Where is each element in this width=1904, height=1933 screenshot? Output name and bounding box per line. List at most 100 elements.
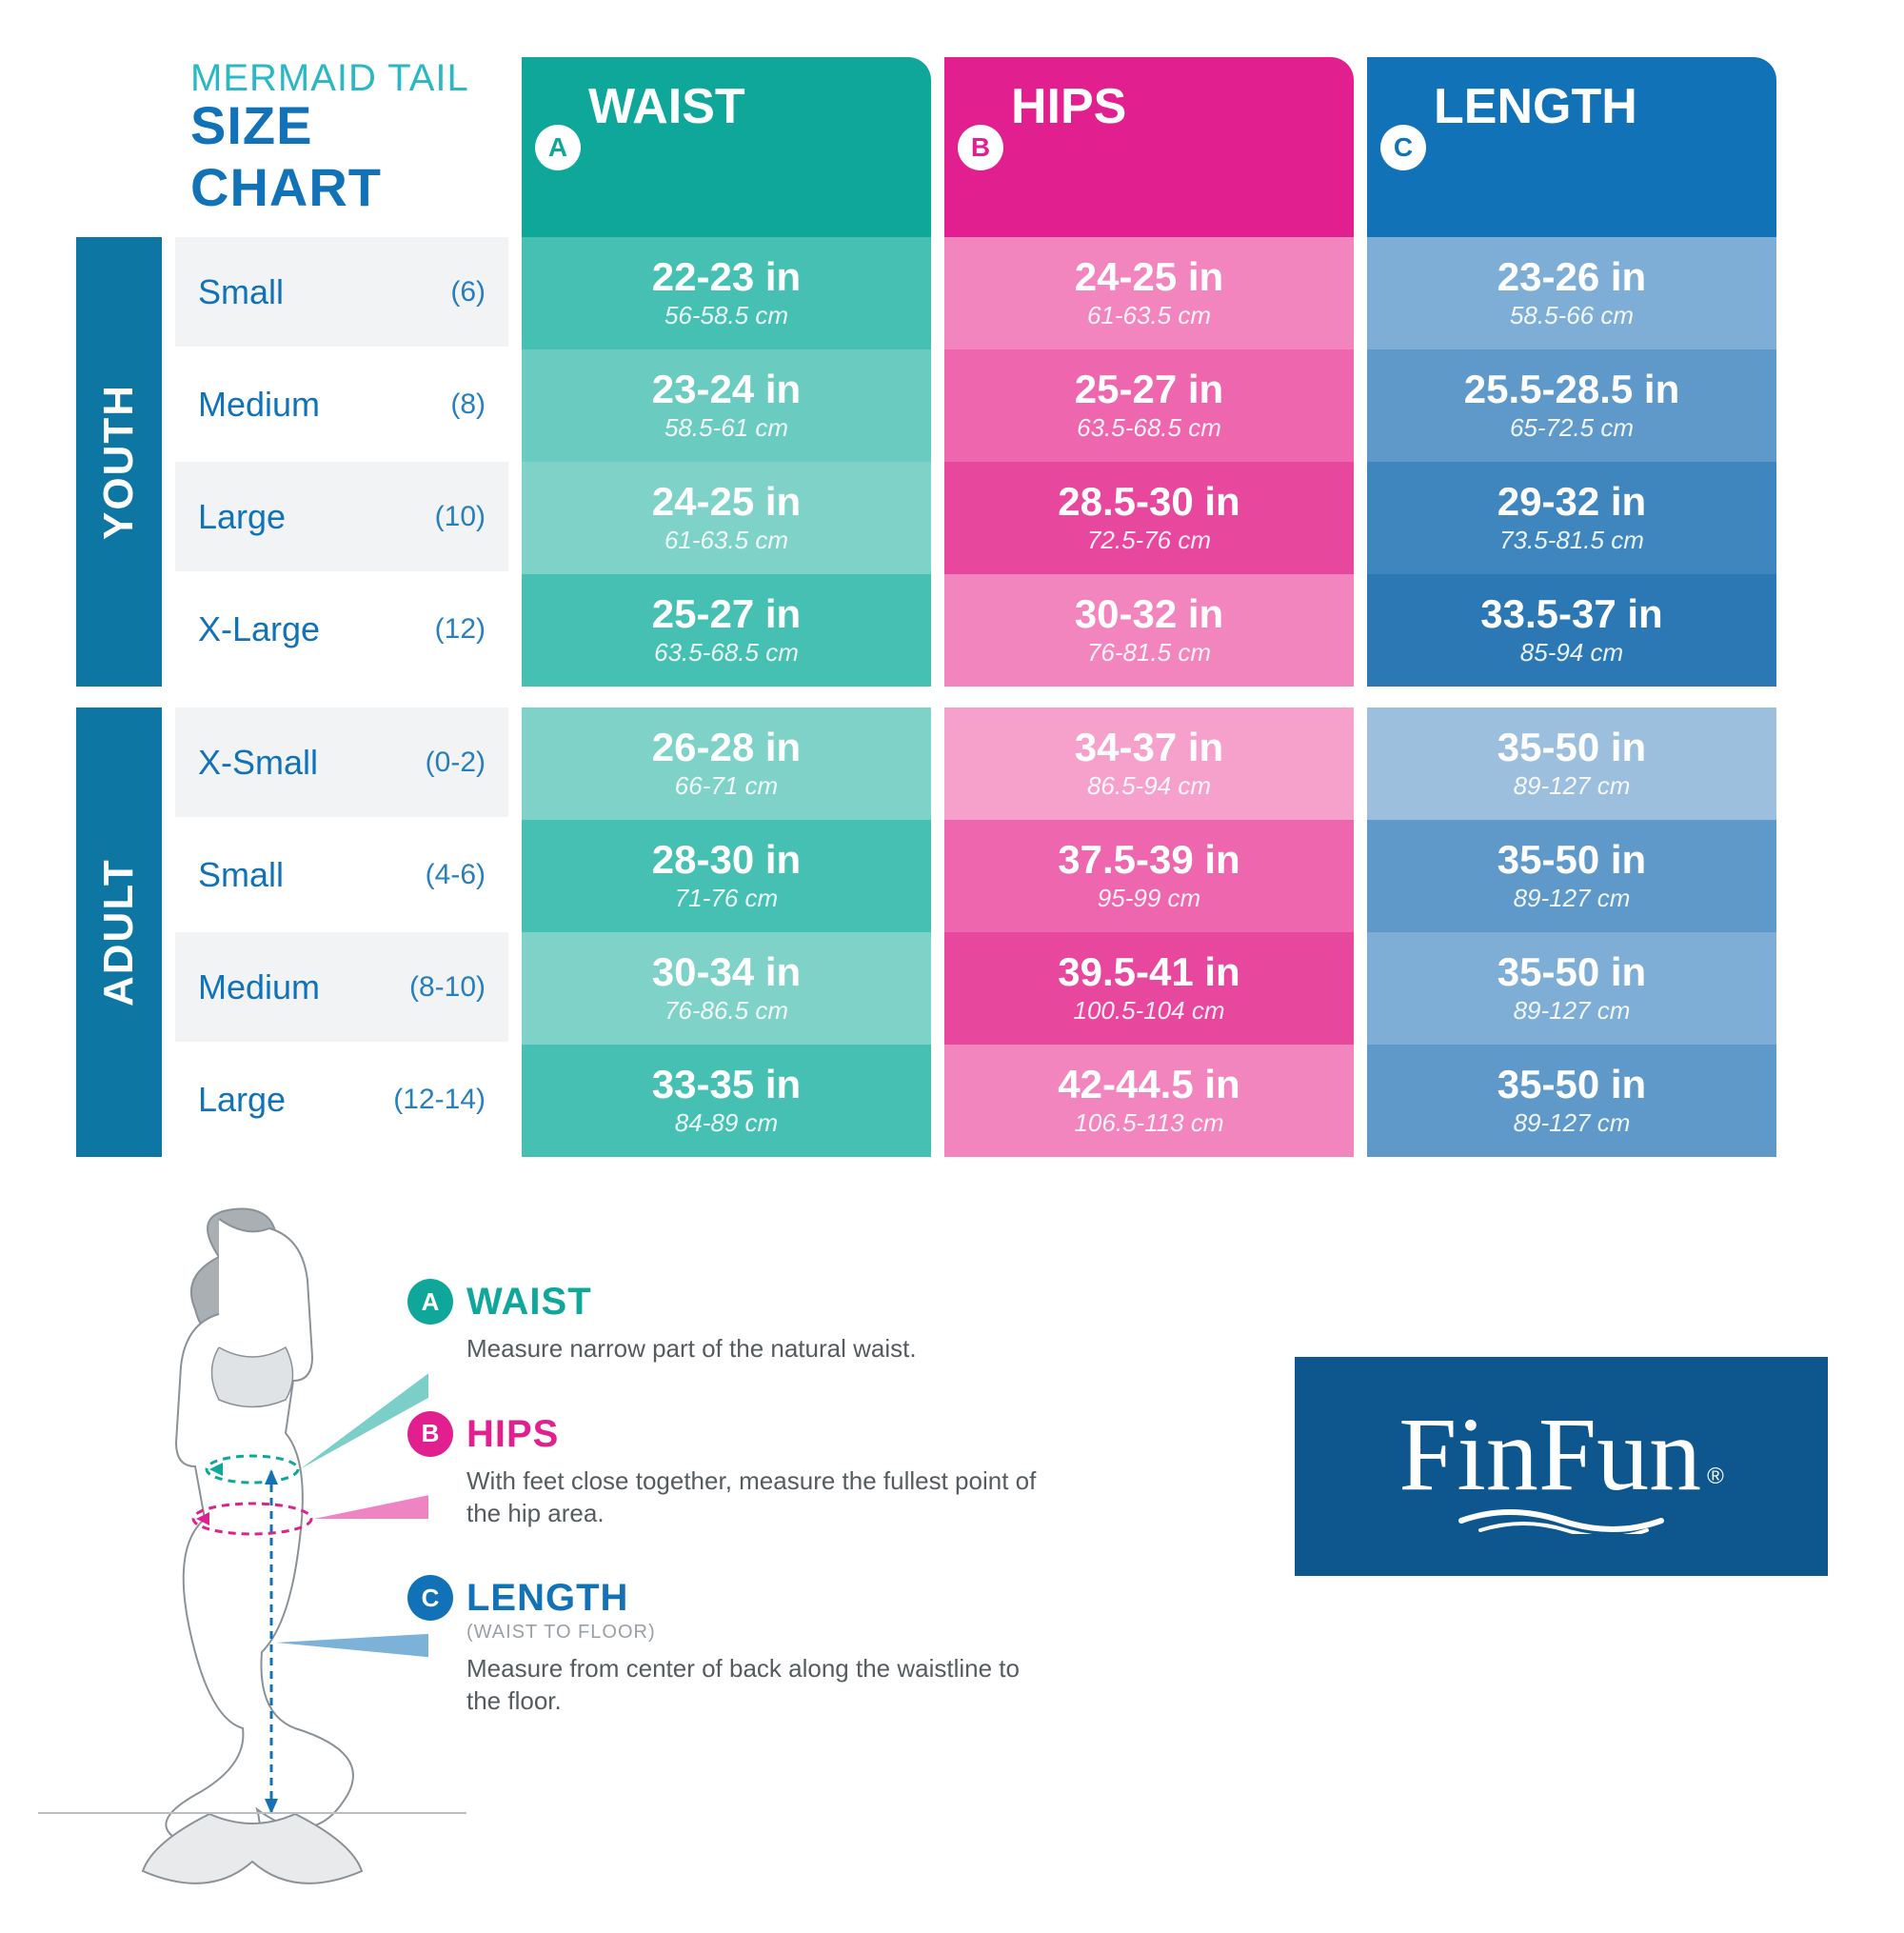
value-inches: 24-25 in [1075, 256, 1223, 298]
column-letter-badge: B [958, 125, 1003, 170]
value-cm: 76-81.5 cm [1087, 638, 1211, 668]
column-header-hips: BHIPS [944, 57, 1354, 237]
guide-item-length: CLENGTH(WAIST TO FLOOR)Measure from cent… [466, 1577, 1828, 1718]
guide-letter-badge: B [407, 1411, 453, 1457]
value-inches: 30-34 in [652, 951, 801, 993]
column-letter-badge: A [535, 125, 581, 170]
value-cm: 106.5-113 cm [1074, 1108, 1223, 1138]
title-line-2: SIZE CHART [190, 94, 489, 218]
value-cm: 63.5-68.5 cm [654, 638, 799, 668]
cell-waist: 30-34 in76-86.5 cm [522, 932, 931, 1045]
size-name: Large [198, 497, 427, 537]
cell-length: 35-50 in89-127 cm [1367, 820, 1776, 932]
size-cell: Small(6) [175, 237, 508, 349]
guide-letter-badge: C [407, 1575, 453, 1621]
size-name: Small [198, 272, 443, 312]
size-number: (12) [435, 613, 486, 646]
cell-waist: 23-24 in58.5-61 cm [522, 349, 931, 462]
size-name: X-Small [198, 743, 418, 783]
category-label-adult: ADULT [76, 707, 162, 1157]
cell-length: 25.5-28.5 in65-72.5 cm [1367, 349, 1776, 462]
cell-length: 33.5-37 in85-94 cm [1367, 574, 1776, 687]
size-chart: MERMAID TAILSIZE CHARTAWAISTBHIPSCLENGTH… [76, 57, 1828, 1157]
cell-waist: 28-30 in71-76 cm [522, 820, 931, 932]
section-gap [76, 687, 1776, 707]
value-inches: 23-24 in [652, 369, 801, 410]
cell-length: 23-26 in 58.5-66 cm [1367, 237, 1776, 349]
value-cm: 65-72.5 cm [1510, 413, 1634, 443]
value-cm: 89-127 cm [1514, 1108, 1631, 1138]
column-header-waist: AWAIST [522, 57, 931, 237]
size-cell: Medium(8) [175, 349, 508, 462]
column-header-length: CLENGTH [1367, 57, 1776, 237]
value-cm: 100.5-104 cm [1074, 996, 1225, 1026]
value-inches: 30-32 in [1075, 593, 1223, 635]
value-cm: 61-63.5 cm [664, 526, 788, 555]
size-number: (10) [435, 501, 486, 533]
value-cm: 85-94 cm [1520, 638, 1623, 668]
value-cm: 63.5-68.5 cm [1077, 413, 1221, 443]
value-cm: 56-58.5 cm [664, 301, 788, 330]
value-inches: 25-27 in [1075, 369, 1223, 410]
size-cell: X-Large(12) [175, 574, 508, 687]
guide-title: LENGTH [466, 1577, 1828, 1620]
cell-waist: 22-23 in 56-58.5 cm [522, 237, 931, 349]
value-cm: 61-63.5 cm [1087, 301, 1211, 330]
chart-title: MERMAID TAILSIZE CHART [76, 57, 508, 237]
cell-waist: 24-25 in 61-63.5 cm [522, 462, 931, 574]
cell-length: 35-50 in89-127 cm [1367, 707, 1776, 820]
size-number: (0-2) [426, 747, 486, 779]
value-inches: 22-23 in [652, 256, 801, 298]
figure-illustration [76, 1205, 428, 1928]
value-inches: 24-25 in [652, 481, 801, 523]
value-inches: 39.5-41 in [1058, 951, 1240, 993]
guide-item-waist: AWAISTMeasure narrow part of the natural… [466, 1281, 1828, 1365]
cell-waist: 33-35 in84-89 cm [522, 1045, 931, 1157]
cell-hips: 37.5-39 in95-99 cm [944, 820, 1354, 932]
cell-hips: 42-44.5 in106.5-113 cm [944, 1045, 1354, 1157]
size-cell: Large(10) [175, 462, 508, 574]
value-cm: 89-127 cm [1514, 884, 1631, 913]
cell-hips: 30-32 in76-81.5 cm [944, 574, 1354, 687]
value-cm: 66-71 cm [675, 771, 778, 801]
guide-letter-badge: A [407, 1279, 453, 1325]
value-inches: 26-28 in [652, 727, 801, 768]
value-cm: 86.5-94 cm [1087, 771, 1211, 801]
cell-waist: 26-28 in66-71 cm [522, 707, 931, 820]
cell-hips: 24-25 in 61-63.5 cm [944, 237, 1354, 349]
column-label: WAIST [588, 79, 745, 134]
cell-waist: 25-27 in63.5-68.5 cm [522, 574, 931, 687]
size-cell: Large(12-14) [175, 1045, 508, 1157]
cell-hips: 28.5-30 in72.5-76 cm [944, 462, 1354, 574]
value-cm: 73.5-81.5 cm [1499, 526, 1644, 555]
column-label: LENGTH [1434, 79, 1637, 134]
value-inches: 33.5-37 in [1480, 593, 1662, 635]
category-label-youth: YOUTH [76, 237, 162, 687]
value-inches: 42-44.5 in [1058, 1064, 1240, 1106]
value-cm: 72.5-76 cm [1087, 526, 1211, 555]
size-name: Medium [198, 967, 402, 1007]
cell-hips: 25-27 in63.5-68.5 cm [944, 349, 1354, 462]
size-cell: Medium(8-10) [175, 932, 508, 1045]
guide-description: Measure from center of back along the wa… [466, 1653, 1038, 1718]
value-inches: 33-35 in [652, 1064, 801, 1106]
cell-hips: 34-37 in86.5-94 cm [944, 707, 1354, 820]
cell-length: 29-32 in 73.5-81.5 cm [1367, 462, 1776, 574]
size-number: (6) [450, 276, 486, 309]
floor-line [38, 1812, 466, 1814]
value-inches: 29-32 in [1497, 481, 1646, 523]
cell-hips: 39.5-41 in100.5-104 cm [944, 932, 1354, 1045]
value-inches: 25-27 in [652, 593, 801, 635]
logo-text: FinFun [1398, 1396, 1701, 1512]
value-inches: 35-50 in [1497, 727, 1646, 768]
value-inches: 28-30 in [652, 839, 801, 881]
value-cm: 84-89 cm [675, 1108, 778, 1138]
guide-description: With feet close together, measure the fu… [466, 1465, 1038, 1530]
value-cm: 58.5-66 cm [1510, 301, 1634, 330]
value-inches: 23-26 in [1497, 256, 1646, 298]
size-name: X-Large [198, 609, 427, 649]
size-number: (8) [450, 389, 486, 421]
body-figure [76, 1205, 428, 1928]
brand-logo: FinFun® [1295, 1357, 1828, 1576]
guide-subtitle: (WAIST TO FLOOR) [466, 1622, 1828, 1644]
